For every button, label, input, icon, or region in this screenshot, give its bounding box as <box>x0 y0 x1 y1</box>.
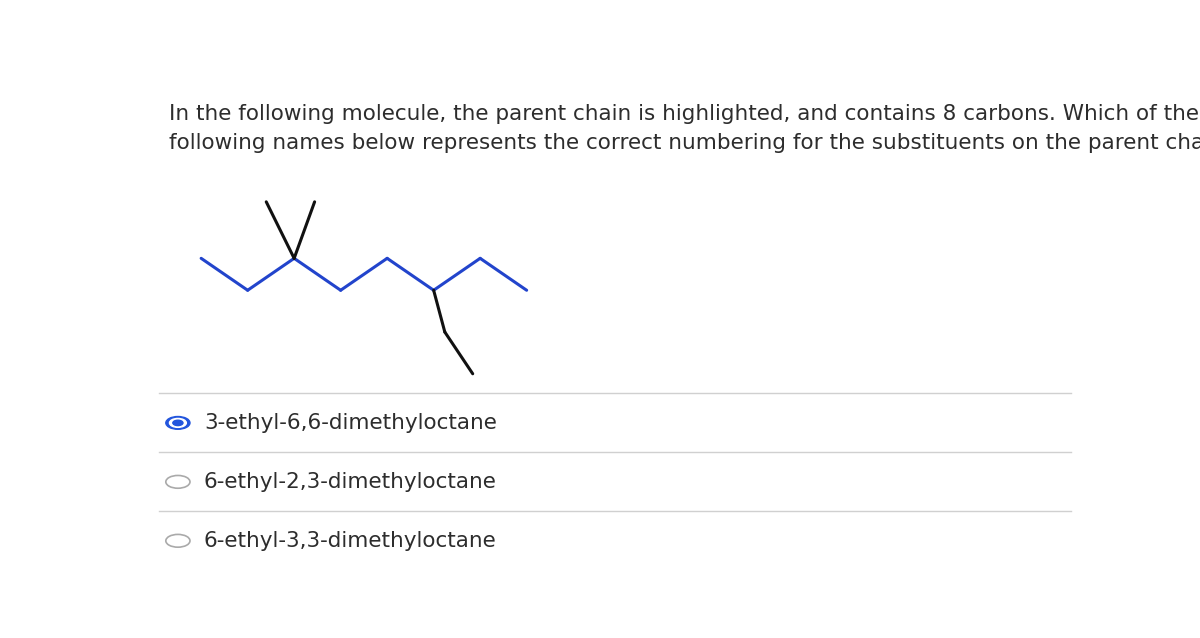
Text: In the following molecule, the parent chain is highlighted, and contains 8 carbo: In the following molecule, the parent ch… <box>168 103 1199 124</box>
Circle shape <box>166 475 190 488</box>
Circle shape <box>166 535 190 547</box>
Text: following names below represents the correct numbering for the substituents on t: following names below represents the cor… <box>168 133 1200 153</box>
Circle shape <box>166 417 190 429</box>
Text: 3-ethyl-6,6-dimethyloctane: 3-ethyl-6,6-dimethyloctane <box>204 413 497 433</box>
Text: 6-ethyl-3,3-dimethyloctane: 6-ethyl-3,3-dimethyloctane <box>204 531 497 551</box>
Circle shape <box>173 420 182 426</box>
Text: 6-ethyl-2,3-dimethyloctane: 6-ethyl-2,3-dimethyloctane <box>204 472 497 492</box>
Circle shape <box>169 419 186 427</box>
